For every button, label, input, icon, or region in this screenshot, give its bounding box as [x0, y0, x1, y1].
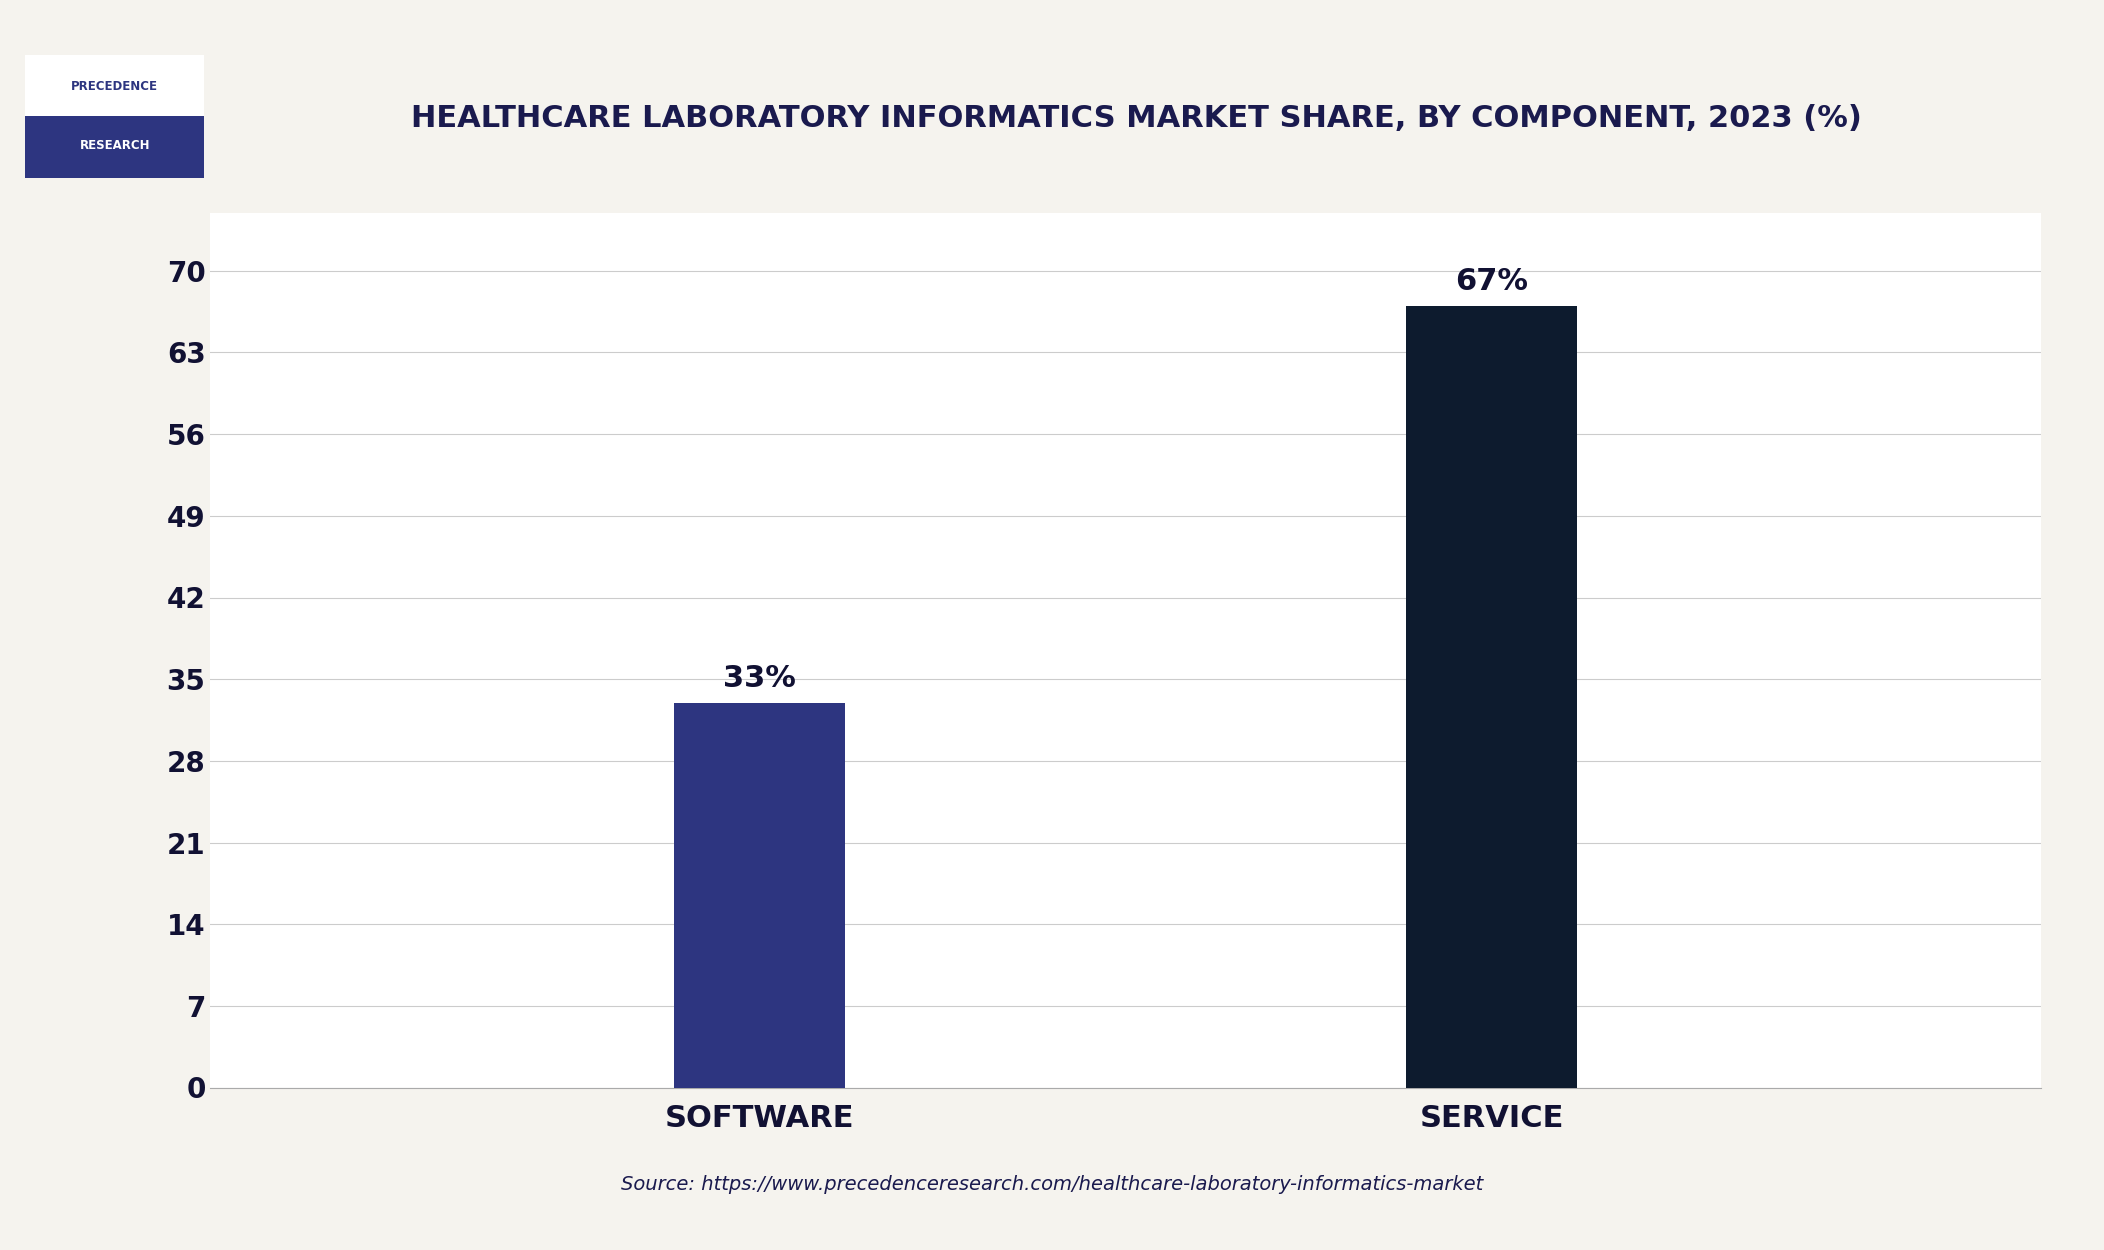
Text: PRECEDENCE: PRECEDENCE	[72, 80, 158, 94]
Text: 67%: 67%	[1456, 268, 1528, 296]
FancyBboxPatch shape	[25, 55, 204, 116]
Text: RESEARCH: RESEARCH	[80, 139, 149, 152]
FancyBboxPatch shape	[25, 116, 204, 178]
Text: 33%: 33%	[724, 664, 795, 694]
Bar	[673, 703, 846, 1088]
Text: HEALTHCARE LABORATORY INFORMATICS MARKET SHARE, BY COMPONENT, 2023 (%): HEALTHCARE LABORATORY INFORMATICS MARKET…	[410, 104, 1862, 134]
Bar	[1405, 306, 1578, 1088]
Text: Source: https://www.precedenceresearch.com/healthcare-laboratory-informatics-mar: Source: https://www.precedenceresearch.c…	[621, 1175, 1483, 1195]
